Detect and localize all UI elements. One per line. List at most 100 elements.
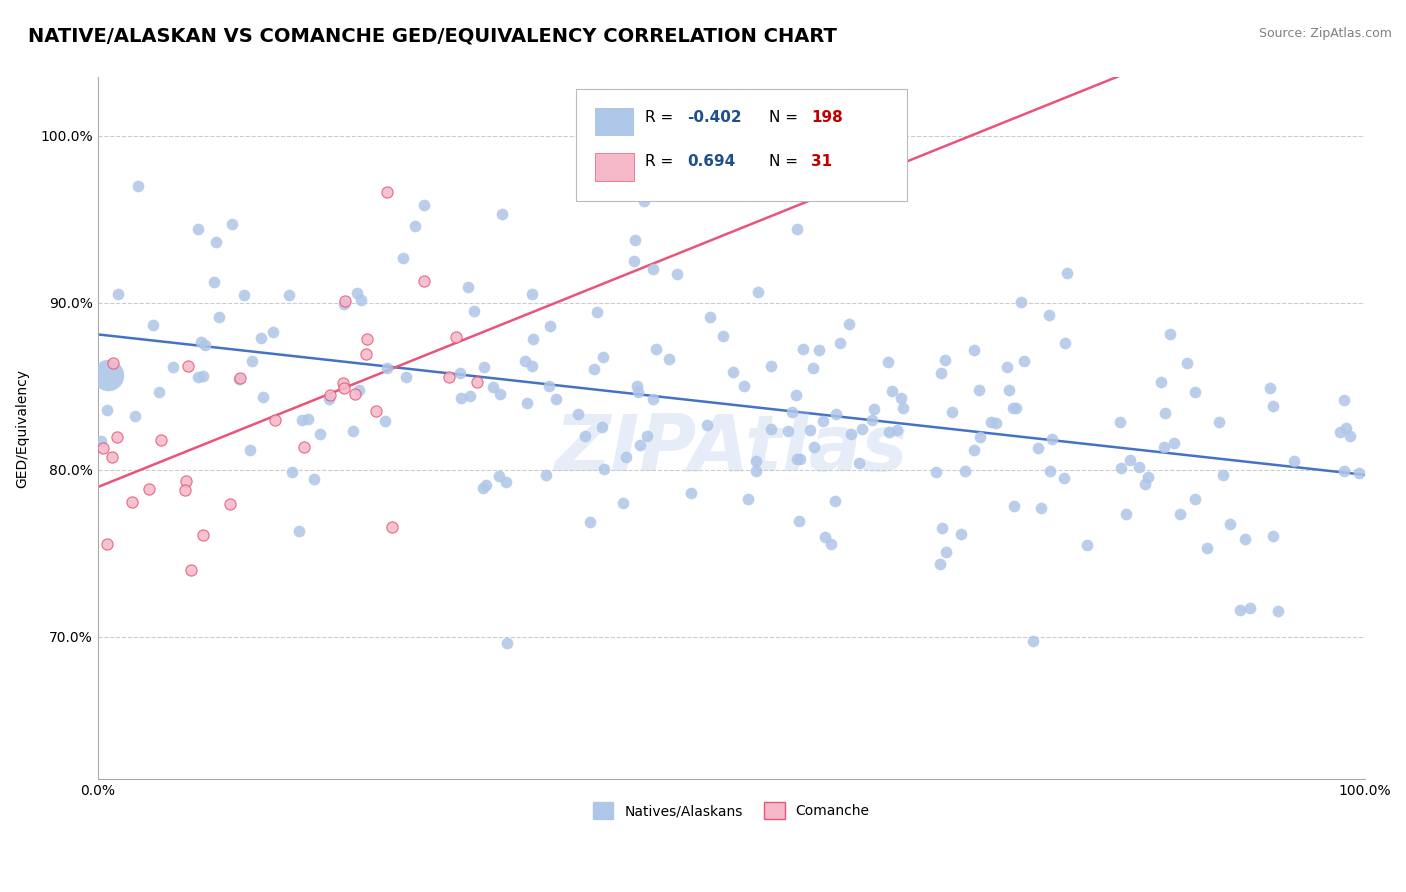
Point bbox=[520, 286, 543, 301]
Point bbox=[643, 262, 665, 277]
Point bbox=[848, 457, 870, 471]
Point bbox=[465, 375, 488, 389]
Point bbox=[711, 329, 734, 343]
Point bbox=[1128, 460, 1150, 475]
Point bbox=[934, 353, 956, 368]
Point bbox=[297, 412, 319, 426]
Text: N =: N = bbox=[769, 110, 799, 125]
Point bbox=[1233, 532, 1256, 546]
Point bbox=[309, 427, 332, 442]
Point bbox=[374, 414, 396, 428]
Point bbox=[1339, 429, 1361, 443]
Text: Source: ZipAtlas.com: Source: ZipAtlas.com bbox=[1258, 27, 1392, 40]
Point bbox=[787, 514, 810, 528]
Point bbox=[96, 403, 118, 417]
Text: R =: R = bbox=[645, 110, 673, 125]
Point bbox=[592, 462, 614, 476]
Point bbox=[1184, 492, 1206, 507]
Point bbox=[107, 287, 129, 301]
Point bbox=[980, 415, 1002, 429]
Point bbox=[1282, 454, 1305, 468]
Point bbox=[666, 267, 689, 281]
Point bbox=[219, 497, 242, 511]
Point bbox=[194, 338, 217, 352]
Point bbox=[825, 407, 848, 421]
Point bbox=[696, 418, 718, 433]
Point bbox=[346, 285, 368, 300]
Point bbox=[1115, 507, 1137, 521]
Point bbox=[929, 366, 952, 380]
Point bbox=[1111, 461, 1133, 475]
Point bbox=[984, 417, 1007, 431]
Point bbox=[786, 452, 808, 467]
Point bbox=[969, 430, 991, 444]
Point bbox=[449, 366, 471, 380]
Point bbox=[495, 475, 517, 490]
Point bbox=[925, 466, 948, 480]
Text: N =: N = bbox=[769, 154, 799, 169]
Point bbox=[413, 274, 436, 288]
Point bbox=[342, 424, 364, 438]
Point bbox=[101, 450, 124, 464]
Point bbox=[935, 545, 957, 559]
Point bbox=[280, 465, 302, 479]
Point bbox=[344, 387, 367, 401]
Point bbox=[583, 361, 606, 376]
Point bbox=[801, 361, 824, 376]
Point bbox=[228, 372, 250, 386]
Point bbox=[879, 425, 901, 439]
Point bbox=[1229, 602, 1251, 616]
Point bbox=[180, 563, 202, 577]
Point bbox=[1026, 441, 1049, 455]
Point bbox=[1168, 508, 1191, 522]
Point bbox=[995, 359, 1018, 374]
Point bbox=[820, 537, 842, 551]
Point bbox=[1038, 308, 1060, 322]
Point bbox=[1076, 538, 1098, 552]
Point bbox=[929, 557, 952, 571]
Point bbox=[723, 365, 745, 379]
Point bbox=[807, 343, 830, 357]
Point bbox=[488, 468, 510, 483]
Point bbox=[890, 391, 912, 405]
Point bbox=[335, 293, 357, 308]
Point bbox=[208, 310, 231, 324]
Point bbox=[1163, 436, 1185, 450]
Point bbox=[375, 361, 398, 376]
Point bbox=[839, 427, 862, 442]
Text: -0.402: -0.402 bbox=[688, 110, 742, 125]
Point bbox=[332, 376, 354, 390]
Point bbox=[488, 386, 510, 401]
Point bbox=[249, 331, 271, 345]
Point bbox=[882, 384, 904, 398]
Point bbox=[233, 288, 256, 302]
Point bbox=[1054, 335, 1077, 350]
Point bbox=[457, 280, 479, 294]
Point bbox=[522, 359, 544, 374]
Point bbox=[540, 319, 562, 334]
Point bbox=[463, 303, 485, 318]
Point bbox=[624, 233, 647, 247]
Point bbox=[495, 636, 517, 650]
Point bbox=[252, 390, 274, 404]
Point bbox=[121, 494, 143, 508]
Point bbox=[148, 384, 170, 399]
Point bbox=[627, 385, 650, 400]
Point bbox=[162, 359, 184, 374]
Point bbox=[1329, 425, 1351, 440]
Point bbox=[1239, 601, 1261, 615]
Point bbox=[863, 402, 886, 417]
Point bbox=[229, 371, 252, 385]
Point bbox=[278, 288, 301, 302]
Point bbox=[591, 162, 613, 177]
Point bbox=[239, 443, 262, 458]
Point bbox=[1040, 432, 1063, 446]
Point bbox=[626, 378, 648, 392]
Point bbox=[745, 454, 768, 468]
Point bbox=[799, 423, 821, 437]
Point bbox=[612, 496, 634, 510]
Point bbox=[187, 370, 209, 384]
Text: 31: 31 bbox=[811, 154, 832, 169]
Point bbox=[574, 428, 596, 442]
Point bbox=[288, 524, 311, 538]
